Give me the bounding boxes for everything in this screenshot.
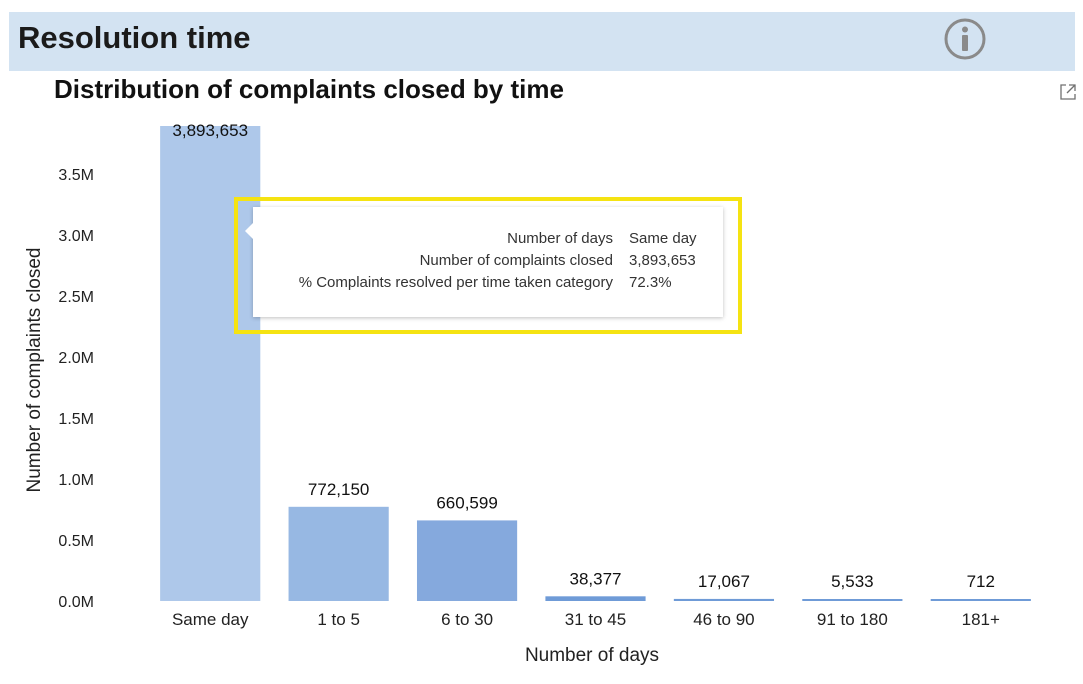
y-tick-label: 0.0M <box>58 594 94 611</box>
y-axis-title: Number of complaints closed <box>24 248 45 493</box>
tooltip-label: % Complaints resolved per time taken cat… <box>298 274 613 291</box>
tooltip-label: Number of days <box>507 230 613 247</box>
x-tick-label: 181+ <box>962 610 1000 629</box>
data-label: 5,533 <box>831 572 874 591</box>
header-bar: Resolution time <box>9 12 1075 71</box>
chart-title: Distribution of complaints closed by tim… <box>54 74 564 104</box>
y-tick-label: 1.0M <box>58 472 94 489</box>
x-tick-label: 46 to 90 <box>693 610 754 629</box>
data-label: 17,067 <box>698 572 750 591</box>
y-tick-label: 0.5M <box>58 533 94 550</box>
data-label: 772,150 <box>308 480 369 499</box>
x-axis-title: Number of days <box>525 645 659 666</box>
tooltip-row-days: Number of days Same day <box>253 230 723 252</box>
x-tick-label: 6 to 30 <box>441 610 493 629</box>
bar-same-day[interactable] <box>160 126 261 601</box>
expand-icon[interactable] <box>1058 82 1078 102</box>
tooltip-value: 72.3% <box>629 274 672 291</box>
tooltip-arrow <box>245 223 253 239</box>
y-tick-label: 3.5M <box>58 167 94 184</box>
tooltip-value: 3,893,653 <box>629 252 696 269</box>
x-tick-label: 91 to 180 <box>817 610 888 629</box>
tooltip: Number of days Same day Number of compla… <box>245 207 723 317</box>
x-tick-label: 1 to 5 <box>317 610 360 629</box>
bar-6-to-30[interactable] <box>416 520 518 601</box>
data-label: 660,599 <box>436 493 497 512</box>
tooltip-row-percent: % Complaints resolved per time taken cat… <box>253 274 723 296</box>
bar-31-to-45[interactable] <box>545 596 646 601</box>
info-icon[interactable] <box>944 18 986 60</box>
data-label: 712 <box>967 572 995 591</box>
bar-46-to-90[interactable] <box>673 598 775 601</box>
data-label: 38,377 <box>570 569 622 588</box>
y-tick-label: 2.5M <box>58 289 94 306</box>
y-tick-label: 2.0M <box>58 350 94 367</box>
tooltip-label: Number of complaints closed <box>419 252 613 269</box>
bar-1-to-5[interactable] <box>288 506 389 601</box>
bar-91-to-180[interactable] <box>802 599 903 601</box>
bar-181-[interactable] <box>930 599 1031 601</box>
y-tick-label: 1.5M <box>58 411 94 428</box>
x-tick-label: Same day <box>172 610 249 629</box>
page-title: Resolution time <box>18 20 251 55</box>
y-tick-label: 3.0M <box>58 228 94 245</box>
tooltip-row-count: Number of complaints closed 3,893,653 <box>253 252 723 274</box>
tooltip-highlight-frame <box>234 197 742 334</box>
data-label: 3,893,653 <box>172 121 248 140</box>
tooltip-value: Same day <box>629 230 697 247</box>
x-tick-label: 31 to 45 <box>565 610 626 629</box>
